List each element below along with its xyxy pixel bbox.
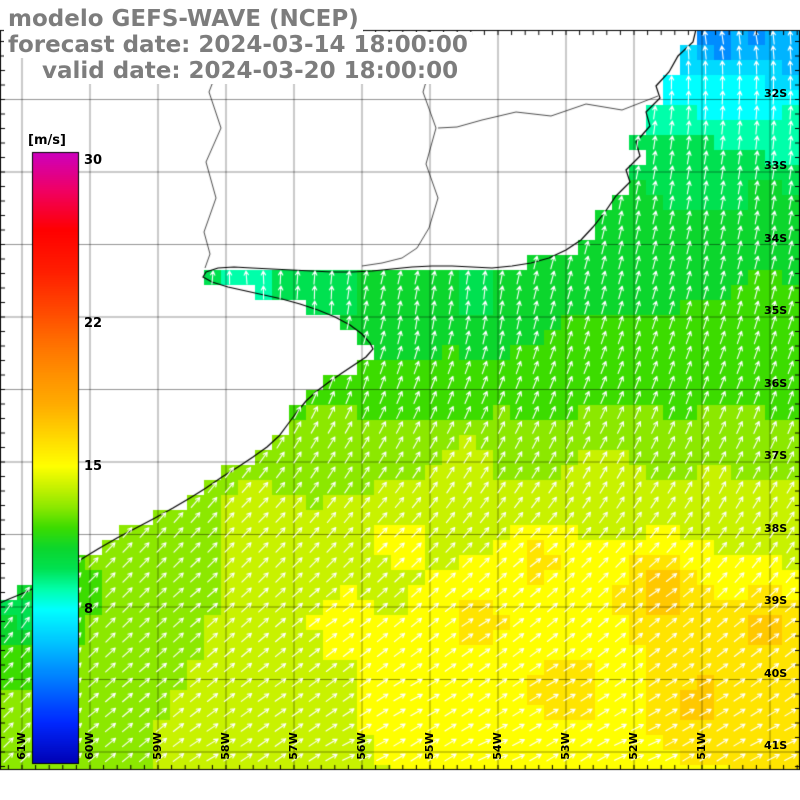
lat-label: 40S <box>764 666 788 680</box>
colorbar-tick-label: 15 <box>84 459 103 474</box>
lat-label: 32S <box>764 86 788 100</box>
lon-label: 51W <box>695 732 708 760</box>
lon-label: 55W <box>423 732 436 760</box>
colorbar-tick-label: 30 <box>84 153 103 168</box>
lon-label: 57W <box>287 732 300 760</box>
lon-label: 60W <box>83 732 96 760</box>
lon-label: 56W <box>355 732 368 760</box>
forecast-date-label: forecast date: 2024-03-14 18:00:00 <box>4 32 472 58</box>
lon-label: 53W <box>559 732 572 760</box>
valid-date-label: valid date: 2024-03-20 18:00:00 <box>38 58 463 84</box>
lon-label: 54W <box>491 732 504 760</box>
model-title: modelo GEFS-WAVE (NCEP) <box>4 6 363 32</box>
lon-label: 52W <box>627 732 640 760</box>
lat-label: 41S <box>764 739 788 752</box>
lat-label: 37S <box>764 449 788 462</box>
lat-label: 38S <box>764 521 788 535</box>
lat-label: 35S <box>764 304 788 317</box>
colorbar-tick-label: 22 <box>84 316 103 332</box>
lat-label: 34S <box>764 231 788 245</box>
lon-label: 59W <box>151 732 164 760</box>
lon-label: 58W <box>219 732 232 760</box>
lat-label: 36S <box>764 376 788 390</box>
lat-label: 33S <box>764 159 788 172</box>
lon-label: 61W <box>15 732 28 760</box>
lat-label: 39S <box>764 594 788 607</box>
colorbar-tick-label: 8 <box>84 601 94 617</box>
colorbar-units-label: [m/s] <box>26 133 68 148</box>
